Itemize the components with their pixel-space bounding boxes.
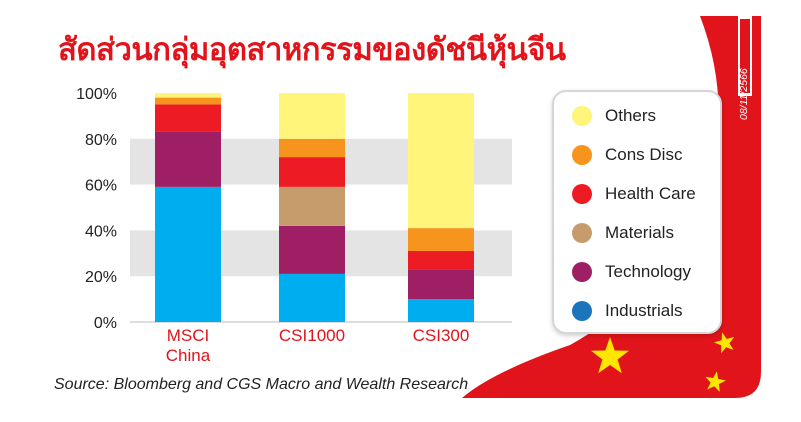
bar-segment [155, 104, 221, 132]
bar-segment [279, 93, 345, 139]
flag-star-icon [714, 332, 735, 354]
legend-label: Others [605, 106, 657, 125]
bar-segment [279, 138, 345, 158]
bar-segment [155, 131, 221, 187]
legend: Others Cons Disc Health Care Materials Techn… [552, 90, 722, 334]
bar-segment [408, 299, 474, 322]
legend-swatch [572, 301, 592, 321]
bar-segment [408, 93, 474, 229]
legend-label: Health Care [605, 184, 696, 203]
bar-segment [155, 93, 221, 98]
legend-swatch [572, 262, 592, 282]
legend-item: Technology [572, 260, 691, 284]
y-tick-label: 40% [85, 223, 117, 240]
legend-item: Industrials [572, 299, 682, 323]
legend-label: Materials [605, 223, 674, 242]
legend-label: Industrials [605, 301, 683, 320]
y-tick-label: 60% [85, 178, 117, 195]
y-tick-label: 80% [85, 132, 117, 149]
y-tick-label: 0% [94, 315, 117, 332]
bar-segment [279, 186, 345, 226]
legend-label: Technology [605, 262, 692, 281]
legend-item: Cons Disc [572, 143, 682, 167]
legend-swatch [572, 145, 592, 165]
chart-title: สัดส่วนกลุ่มอุตสาหกรรมของดัชนีหุ้นจีน [58, 32, 566, 68]
bar-segment [408, 251, 474, 270]
legend-swatch [572, 184, 592, 204]
legend-swatch [572, 106, 592, 126]
bar-segment [155, 97, 221, 105]
legend-label: Cons Disc [605, 145, 683, 164]
legend-swatch [572, 223, 592, 243]
x-tick-label: CSI1000 [279, 326, 345, 345]
bar-segment [408, 228, 474, 252]
x-tick-label: MSCI [167, 326, 210, 345]
bar-segment [155, 186, 221, 322]
flag-star-icon [591, 337, 629, 374]
publisher-logo [738, 16, 752, 96]
bar-segment [408, 269, 474, 300]
x-tick-label: China [166, 346, 211, 365]
flag-star-icon [705, 371, 726, 392]
bar-segment [279, 273, 345, 322]
bar-segment [279, 225, 345, 274]
legend-item: Materials [572, 221, 674, 245]
x-tick-label: CSI300 [413, 326, 470, 345]
source-note: Source: Bloomberg and CGS Macro and Weal… [54, 376, 469, 393]
legend-item: Others [572, 104, 656, 128]
bar-segment [279, 157, 345, 187]
legend-item: Health Care [572, 182, 696, 206]
y-tick-label: 100% [76, 86, 117, 103]
y-tick-label: 20% [85, 269, 117, 286]
